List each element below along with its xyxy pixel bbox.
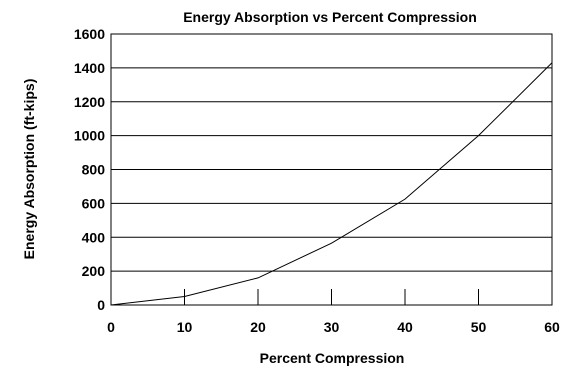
y-tick-label-1400: 1400 [74,60,105,76]
y-tick-label-1000: 1000 [74,128,105,144]
y-tick-label-800: 800 [82,162,106,178]
y-tick-label-0: 0 [97,297,105,313]
x-tick-label-40: 40 [397,319,413,335]
x-tick-label-20: 20 [250,319,266,335]
y-tick-label-200: 200 [82,263,106,279]
chart-title: Energy Absorption vs Percent Compression [183,9,477,25]
y-tick-label-400: 400 [82,229,106,245]
series-line-0 [110,62,553,306]
y-tick-label-1600: 1600 [74,26,105,42]
y-tick-labels: 0 200 400 600 800 1000 1200 1400 1600 [74,26,105,313]
grid-lines [111,67,552,272]
x-tick-marks [184,289,479,305]
y-tick-label-600: 600 [82,195,106,211]
y-axis-title: Energy Absorption (ft-kips) [21,79,37,260]
x-tick-label-10: 10 [177,319,193,335]
x-tick-label-0: 0 [107,319,115,335]
x-tick-label-50: 50 [471,319,487,335]
x-tick-label-60: 60 [544,319,560,335]
x-tick-label-30: 30 [324,319,340,335]
series-layer [110,62,553,306]
x-tick-labels: 0 10 20 30 40 50 60 [107,319,560,335]
y-tick-label-1200: 1200 [74,94,105,110]
x-axis-title: Percent Compression [260,350,405,366]
